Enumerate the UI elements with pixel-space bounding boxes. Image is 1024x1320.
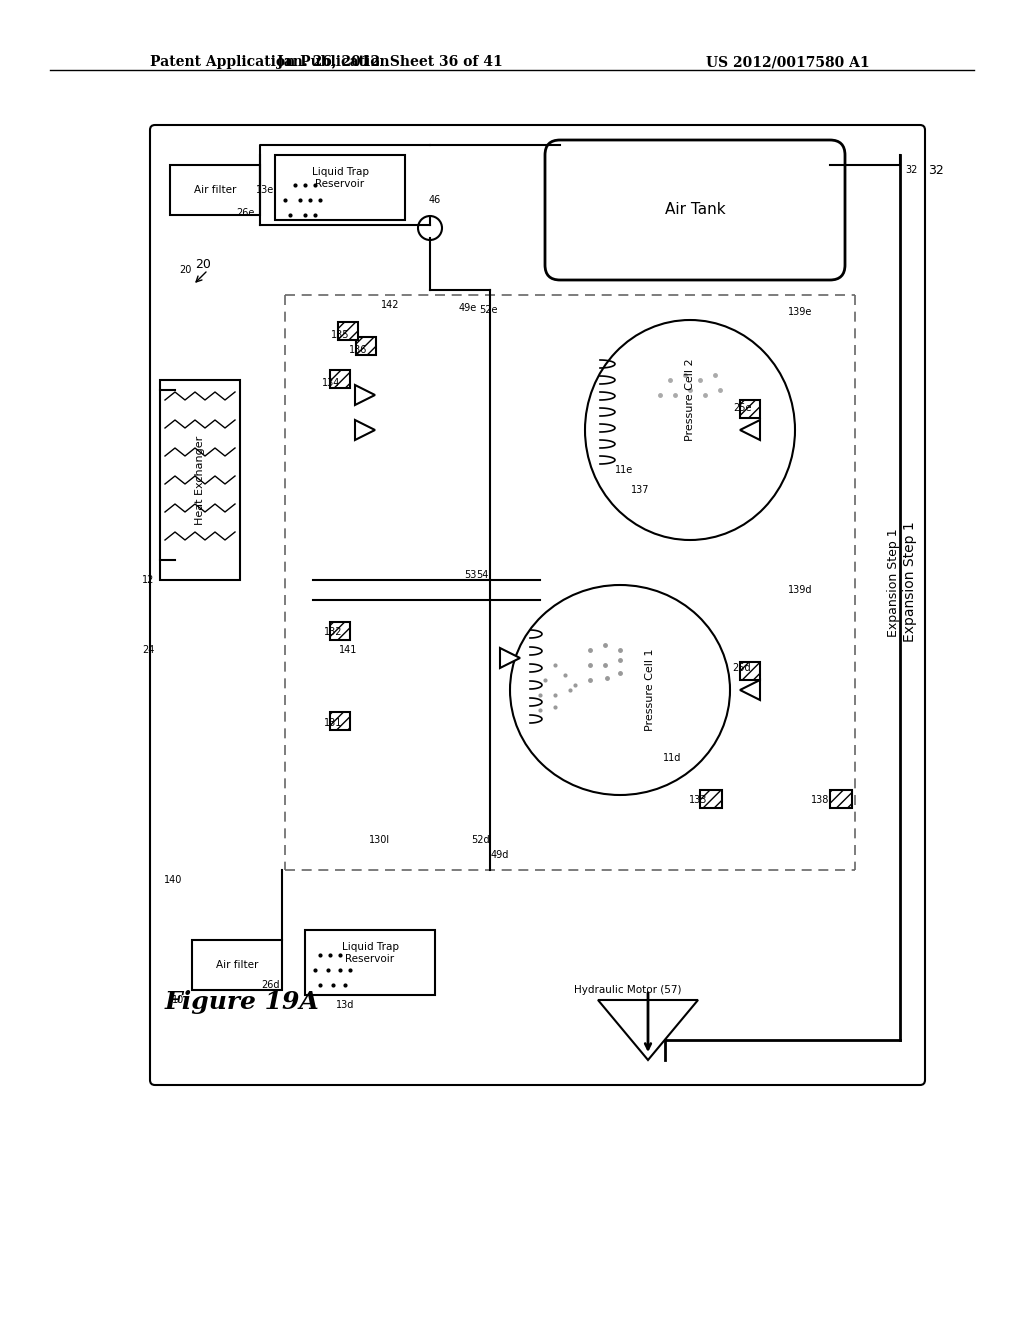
FancyBboxPatch shape — [830, 789, 852, 808]
Ellipse shape — [510, 585, 730, 795]
FancyBboxPatch shape — [330, 370, 350, 388]
FancyBboxPatch shape — [338, 322, 358, 341]
FancyBboxPatch shape — [740, 400, 760, 418]
FancyBboxPatch shape — [545, 140, 845, 280]
Text: 13d: 13d — [336, 1001, 354, 1010]
Text: 26d: 26d — [261, 979, 280, 990]
FancyBboxPatch shape — [330, 622, 350, 640]
Text: 132: 132 — [324, 627, 342, 638]
FancyBboxPatch shape — [275, 154, 406, 220]
Text: 139e: 139e — [787, 308, 812, 317]
Text: Hydraulic Motor (57): Hydraulic Motor (57) — [574, 985, 682, 995]
Text: Liquid Trap
Reservoir: Liquid Trap Reservoir — [341, 942, 398, 964]
Polygon shape — [355, 420, 375, 440]
Text: 10: 10 — [172, 995, 184, 1005]
Text: 138: 138 — [811, 795, 829, 805]
Text: 53: 53 — [464, 570, 476, 579]
Text: Jan. 26, 2012  Sheet 36 of 41: Jan. 26, 2012 Sheet 36 of 41 — [278, 55, 503, 69]
Text: 131: 131 — [324, 718, 342, 729]
Text: 13e: 13e — [256, 185, 274, 195]
Text: 140: 140 — [164, 875, 182, 884]
Text: 25e: 25e — [733, 403, 752, 413]
Text: 135: 135 — [331, 330, 349, 341]
Text: 12: 12 — [141, 576, 155, 585]
Text: 133: 133 — [689, 795, 708, 805]
Text: 130l: 130l — [370, 836, 390, 845]
Text: Expansion Step 1: Expansion Step 1 — [903, 521, 918, 643]
Text: US 2012/0017580 A1: US 2012/0017580 A1 — [707, 55, 870, 69]
Text: 134: 134 — [322, 378, 340, 388]
Polygon shape — [740, 420, 760, 440]
FancyBboxPatch shape — [356, 337, 376, 355]
Text: 24: 24 — [141, 645, 155, 655]
Ellipse shape — [585, 319, 795, 540]
Text: Air Tank: Air Tank — [665, 202, 725, 218]
FancyBboxPatch shape — [160, 380, 240, 579]
FancyBboxPatch shape — [740, 663, 760, 680]
Text: 25d: 25d — [733, 663, 752, 673]
FancyBboxPatch shape — [305, 931, 435, 995]
FancyBboxPatch shape — [170, 165, 260, 215]
Text: Liquid Trap
Reservoir: Liquid Trap Reservoir — [311, 166, 369, 189]
Polygon shape — [355, 385, 375, 405]
Text: 32: 32 — [906, 165, 919, 176]
Text: 52d: 52d — [471, 836, 489, 845]
Text: 32: 32 — [928, 164, 944, 177]
Text: 54: 54 — [476, 570, 488, 579]
Circle shape — [418, 216, 442, 240]
Text: 52e: 52e — [479, 305, 498, 315]
FancyBboxPatch shape — [193, 940, 282, 990]
Text: 49d: 49d — [490, 850, 509, 861]
Text: Patent Application Publication: Patent Application Publication — [150, 55, 389, 69]
Text: Heat Exchanger: Heat Exchanger — [195, 436, 205, 524]
Text: Figure 19A: Figure 19A — [165, 990, 319, 1014]
Polygon shape — [598, 1001, 698, 1060]
Text: Pressure Cell 1: Pressure Cell 1 — [645, 648, 655, 731]
FancyBboxPatch shape — [700, 789, 722, 808]
Text: 11d: 11d — [663, 752, 681, 763]
Polygon shape — [500, 648, 520, 668]
Text: 142: 142 — [381, 300, 399, 310]
Text: 136: 136 — [349, 345, 368, 355]
Text: 20: 20 — [179, 265, 191, 275]
Text: 137: 137 — [631, 484, 649, 495]
Text: Air filter: Air filter — [194, 185, 237, 195]
Text: Pressure Cell 2: Pressure Cell 2 — [685, 359, 695, 441]
FancyBboxPatch shape — [330, 711, 350, 730]
Text: Expansion Step 1: Expansion Step 1 — [887, 529, 899, 638]
Polygon shape — [740, 680, 760, 700]
Text: 141: 141 — [339, 645, 357, 655]
Text: 26e: 26e — [236, 209, 254, 218]
Text: 139d: 139d — [787, 585, 812, 595]
Text: 11e: 11e — [614, 465, 633, 475]
Text: 46: 46 — [429, 195, 441, 205]
Text: 49e: 49e — [459, 304, 477, 313]
Text: Air filter: Air filter — [216, 960, 258, 970]
Text: 20: 20 — [195, 259, 211, 272]
